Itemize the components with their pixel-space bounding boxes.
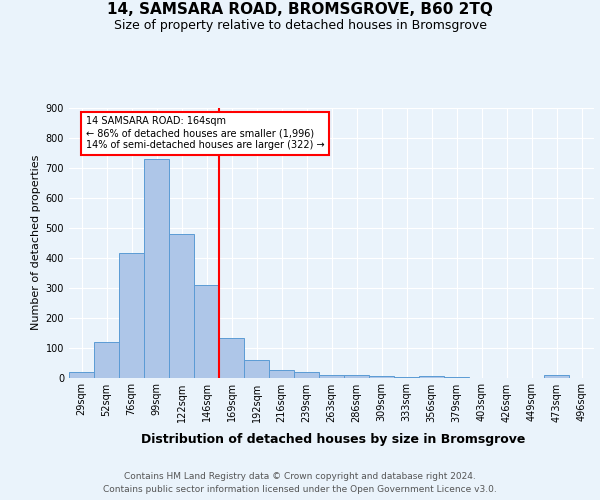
Bar: [294, 372, 319, 378]
Bar: [394, 377, 419, 378]
Bar: [169, 234, 194, 378]
Bar: [144, 158, 169, 378]
Bar: [344, 375, 369, 378]
Bar: [444, 377, 469, 378]
Bar: [194, 284, 219, 378]
Bar: [69, 372, 94, 378]
Text: Distribution of detached houses by size in Bromsgrove: Distribution of detached houses by size …: [141, 432, 525, 446]
Bar: [269, 370, 294, 378]
Text: 14, SAMSARA ROAD, BROMSGROVE, B60 2TQ: 14, SAMSARA ROAD, BROMSGROVE, B60 2TQ: [107, 2, 493, 18]
Text: Size of property relative to detached houses in Bromsgrove: Size of property relative to detached ho…: [113, 18, 487, 32]
Bar: [94, 342, 119, 378]
Bar: [244, 360, 269, 378]
Bar: [319, 374, 344, 378]
Bar: [119, 253, 144, 378]
Y-axis label: Number of detached properties: Number of detached properties: [31, 155, 41, 330]
Bar: [419, 376, 444, 378]
Text: Contains HM Land Registry data © Crown copyright and database right 2024.
Contai: Contains HM Land Registry data © Crown c…: [103, 472, 497, 494]
Bar: [544, 375, 569, 378]
Bar: [369, 376, 394, 378]
Bar: [219, 338, 244, 378]
Text: 14 SAMSARA ROAD: 164sqm
← 86% of detached houses are smaller (1,996)
14% of semi: 14 SAMSARA ROAD: 164sqm ← 86% of detache…: [86, 116, 325, 150]
